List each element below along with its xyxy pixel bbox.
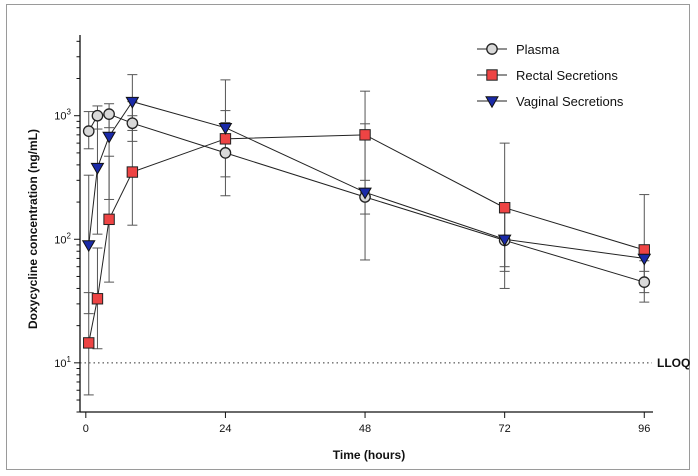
data-point-1: [82, 125, 95, 137]
legend: Plasma Rectal Secretions Vaginal Secretion…: [477, 42, 624, 109]
data-point-1: [638, 276, 651, 288]
x-tick-label: 48: [359, 423, 371, 435]
legend-label: Rectal Secretions: [516, 68, 618, 83]
lloq-label: LLOQ: [657, 356, 690, 370]
axes: 101 102 103 0 24 48 72 96 LLOQ: [54, 35, 690, 435]
data-point-3: [218, 122, 233, 135]
data-point-1: [103, 108, 115, 120]
legend-marker: [485, 96, 499, 109]
data-point-1: [219, 147, 232, 159]
doxycycline-chart: 101 102 103 0 24 48 72 96 LLOQ Plasma Rectal Secr…: [26, 35, 690, 462]
legend-marker: [486, 43, 498, 55]
data-point-3: [81, 240, 96, 253]
data-point-2: [498, 202, 511, 214]
data-point-2: [103, 213, 115, 226]
y-tick-label: 103: [54, 108, 71, 123]
error-bars: [83, 74, 650, 396]
series-line-2: [88, 134, 645, 343]
data-point-3: [637, 253, 652, 266]
y-tick-label: 101: [54, 355, 71, 370]
chart-frame: 101 102 103 0 24 48 72 96 LLOQ Plasma Rectal Secr…: [6, 4, 690, 470]
data-point-2: [219, 133, 232, 145]
series-line-3: [88, 101, 645, 259]
data-point-3: [497, 234, 512, 247]
legend-label: Vaginal Secretions: [516, 94, 624, 109]
y-tick-label: 102: [54, 231, 71, 246]
data-point-1: [91, 109, 104, 122]
data-point-2: [126, 166, 139, 178]
x-tick-label: 24: [219, 423, 231, 435]
x-tick-label: 72: [499, 423, 511, 435]
x-tick-label: 0: [83, 423, 89, 435]
data-point-2: [638, 244, 650, 256]
series-markers: [81, 96, 652, 349]
data-point-2: [359, 129, 371, 141]
data-point-3: [90, 162, 105, 175]
legend-label: Plasma: [516, 42, 560, 57]
data-point-3: [358, 187, 372, 200]
x-tick-label: 96: [638, 423, 650, 435]
x-axis-title: Time (hours): [333, 448, 405, 462]
data-point-1: [126, 117, 139, 130]
data-point-3: [102, 131, 116, 144]
y-axis-title: Doxycycline concentration (ng/mL): [26, 129, 40, 329]
data-point-2: [83, 337, 95, 349]
legend-marker: [486, 69, 498, 81]
data-point-2: [91, 293, 104, 305]
data-point-3: [125, 96, 140, 109]
